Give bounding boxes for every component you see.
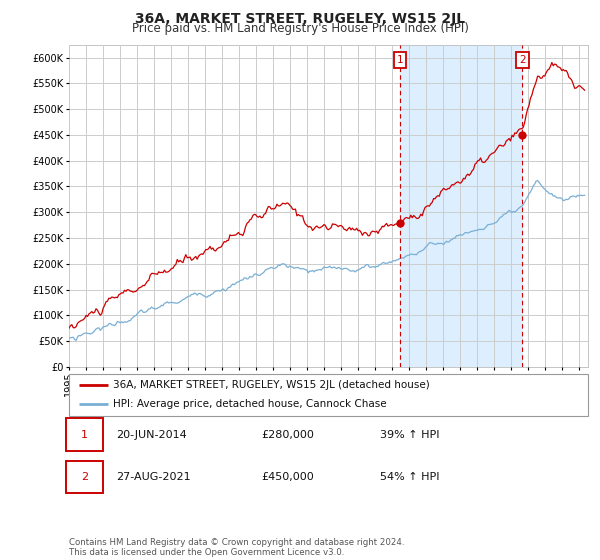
Text: 20-JUN-2014: 20-JUN-2014 — [116, 430, 187, 440]
Text: Price paid vs. HM Land Registry's House Price Index (HPI): Price paid vs. HM Land Registry's House … — [131, 22, 469, 35]
Text: 36A, MARKET STREET, RUGELEY, WS15 2JL: 36A, MARKET STREET, RUGELEY, WS15 2JL — [135, 12, 465, 26]
Text: 39% ↑ HPI: 39% ↑ HPI — [380, 430, 440, 440]
FancyBboxPatch shape — [69, 374, 588, 416]
Text: 1: 1 — [397, 55, 403, 65]
Text: HPI: Average price, detached house, Cannock Chase: HPI: Average price, detached house, Cann… — [113, 399, 387, 409]
Text: 27-AUG-2021: 27-AUG-2021 — [116, 472, 190, 482]
Text: £450,000: £450,000 — [261, 472, 314, 482]
Text: Contains HM Land Registry data © Crown copyright and database right 2024.
This d: Contains HM Land Registry data © Crown c… — [69, 538, 404, 557]
Text: 1: 1 — [81, 430, 88, 440]
Text: 54% ↑ HPI: 54% ↑ HPI — [380, 472, 440, 482]
Text: 2: 2 — [81, 472, 88, 482]
Text: £280,000: £280,000 — [261, 430, 314, 440]
Bar — [400, 45, 523, 367]
Text: 2: 2 — [519, 55, 526, 65]
FancyBboxPatch shape — [67, 418, 103, 451]
FancyBboxPatch shape — [67, 461, 103, 493]
Text: 36A, MARKET STREET, RUGELEY, WS15 2JL (detached house): 36A, MARKET STREET, RUGELEY, WS15 2JL (d… — [113, 380, 430, 390]
